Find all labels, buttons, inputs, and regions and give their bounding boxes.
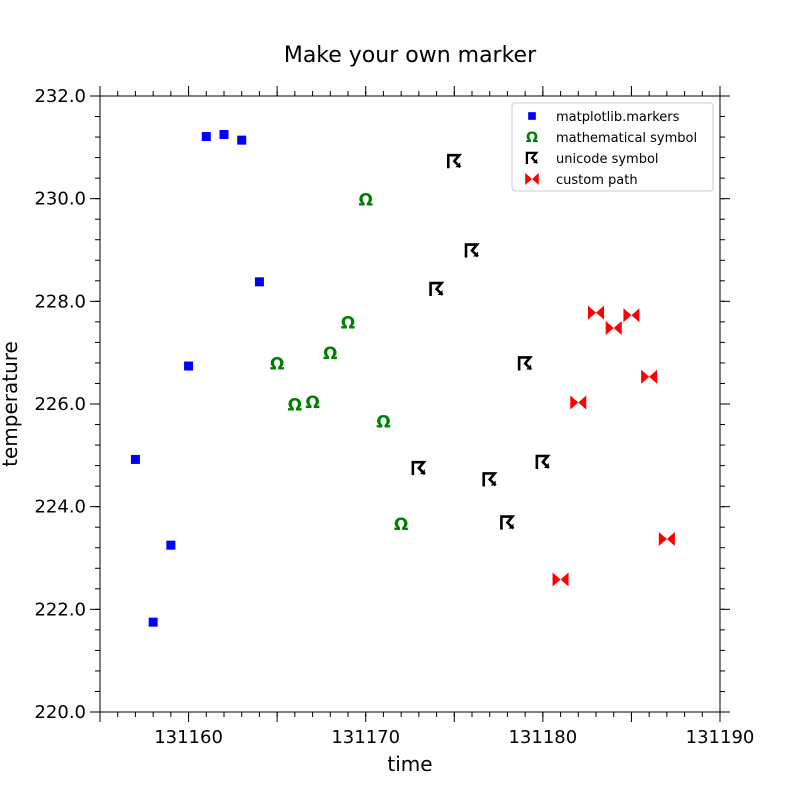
x-axis-label: time <box>387 752 432 776</box>
data-point <box>535 454 551 470</box>
data-point <box>219 130 229 139</box>
y-tick-label: 228.0 <box>34 291 86 312</box>
y-tick-label: 222.0 <box>34 599 86 620</box>
axes: 131160 131170 131180 131190 220.0 222.0 224.0 2… <box>34 86 754 748</box>
data-point <box>237 135 247 145</box>
data-point: Ω <box>270 354 284 374</box>
legend-label: unicode symbol <box>556 152 659 167</box>
legend-marker <box>525 151 539 164</box>
y-axis-label: temperature <box>0 341 22 467</box>
legend-label: mathematical symbol <box>556 131 697 146</box>
data-point <box>658 532 675 547</box>
data-point <box>641 369 658 384</box>
data-point: Ω <box>376 412 390 432</box>
legend-label: matplotlib.markers <box>556 110 680 125</box>
data-point <box>588 305 604 320</box>
data-point <box>254 277 264 287</box>
data-point: Ω <box>323 344 337 364</box>
data-point <box>411 460 427 476</box>
data-point: Ω <box>288 396 302 416</box>
x-tick-label: 131190 <box>686 727 755 748</box>
data-point <box>464 243 480 258</box>
data-point <box>130 454 140 464</box>
data-point <box>517 356 533 371</box>
data-point: Ω <box>341 313 355 333</box>
data-point <box>482 472 498 487</box>
data-point <box>166 540 176 550</box>
data-point: Ω <box>394 515 408 535</box>
x-tick-label: 131160 <box>154 727 223 748</box>
data-point: Ω <box>358 191 372 211</box>
data-point: Ω <box>305 393 319 413</box>
x-tick-label: 131180 <box>508 727 577 748</box>
data-point <box>570 395 587 410</box>
x-tick-label: 131170 <box>331 727 400 748</box>
data-point <box>148 617 158 627</box>
y-tick-label: 230.0 <box>34 189 86 210</box>
data-point <box>552 572 569 587</box>
y-tick-label: 224.0 <box>34 497 86 518</box>
legend-marker <box>525 173 539 185</box>
data-point <box>184 361 194 371</box>
data-point <box>500 515 516 530</box>
y-tick-label: 220.0 <box>34 702 86 723</box>
y-tick-label: 226.0 <box>34 394 86 415</box>
chart-title: Make your own marker <box>284 43 537 68</box>
data-point <box>623 308 640 323</box>
data-point <box>446 153 463 169</box>
legend-marker <box>528 112 536 120</box>
legend-box <box>511 102 714 192</box>
data-point <box>605 321 622 336</box>
legend-marker: Ω <box>526 130 538 146</box>
data-point <box>201 132 211 142</box>
legend: matplotlib.markers Ω mathematical symbol un… <box>511 102 714 192</box>
legend-label: custom path <box>556 173 638 188</box>
data-point <box>429 281 445 297</box>
y-tick-label: 232.0 <box>34 86 86 107</box>
